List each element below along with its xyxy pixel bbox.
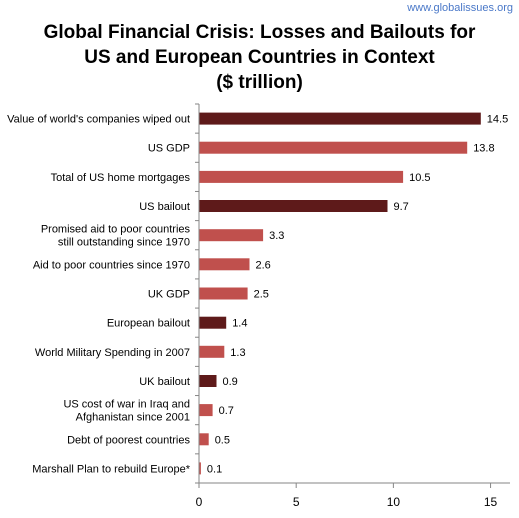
bar xyxy=(199,112,481,125)
category-label: US cost of war in Iraq and xyxy=(63,399,190,411)
category-label: World Military Spending in 2007 xyxy=(35,347,190,359)
bar xyxy=(199,316,227,329)
x-tick-label: 15 xyxy=(484,495,498,509)
value-label: 14.5 xyxy=(487,114,508,126)
bar xyxy=(199,170,404,183)
value-label: 9.7 xyxy=(394,201,409,213)
category-label: still outstanding since 1970 xyxy=(58,237,190,249)
bar xyxy=(199,141,468,154)
value-label: 0.9 xyxy=(223,376,238,388)
x-tick-label: 0 xyxy=(196,495,203,509)
category-label: US GDP xyxy=(148,143,190,155)
category-label: Marshall Plan to rebuild Europe* xyxy=(32,463,190,475)
category-label: UK GDP xyxy=(148,289,190,301)
category-label: Value of world's companies wiped out xyxy=(7,114,190,126)
x-tick-label: 10 xyxy=(387,495,401,509)
chart-title: Global Financial Crisis: Losses and Bail… xyxy=(0,20,519,95)
category-label: Promised aid to poor countries xyxy=(41,224,191,236)
title-line-2: US and European Countries in Context xyxy=(84,47,435,68)
value-label: 3.3 xyxy=(269,230,284,242)
bar xyxy=(199,375,217,387)
value-label: 2.6 xyxy=(256,259,271,271)
bar xyxy=(199,287,248,300)
value-label: 0.7 xyxy=(219,405,234,417)
value-label: 1.4 xyxy=(232,318,247,330)
category-label: UK bailout xyxy=(139,376,190,388)
value-label: 13.8 xyxy=(473,143,494,155)
value-label: 0.5 xyxy=(215,434,230,446)
title-line-1: Global Financial Crisis: Losses and Bail… xyxy=(43,22,476,43)
category-label: Afghanistan since 2001 xyxy=(76,412,190,424)
value-label: 10.5 xyxy=(409,172,430,184)
category-label: European bailout xyxy=(107,318,190,330)
value-label: 0.1 xyxy=(207,463,222,475)
bar xyxy=(199,345,225,358)
watermark: www.globalissues.org xyxy=(407,2,513,14)
bar xyxy=(199,404,213,417)
category-label: Aid to poor countries since 1970 xyxy=(33,259,190,271)
category-label: Total of US home mortgages xyxy=(51,172,191,184)
value-label: 2.5 xyxy=(254,289,269,301)
value-label: 1.3 xyxy=(230,347,245,359)
bar xyxy=(199,462,201,475)
bar xyxy=(199,433,209,446)
category-label: US bailout xyxy=(139,201,190,213)
category-label: Debt of poorest countries xyxy=(67,434,190,446)
bar xyxy=(199,200,388,212)
title-line-3: ($ trillion) xyxy=(216,72,303,93)
bar xyxy=(199,229,264,242)
bar xyxy=(199,258,250,271)
x-tick-label: 5 xyxy=(293,495,300,509)
